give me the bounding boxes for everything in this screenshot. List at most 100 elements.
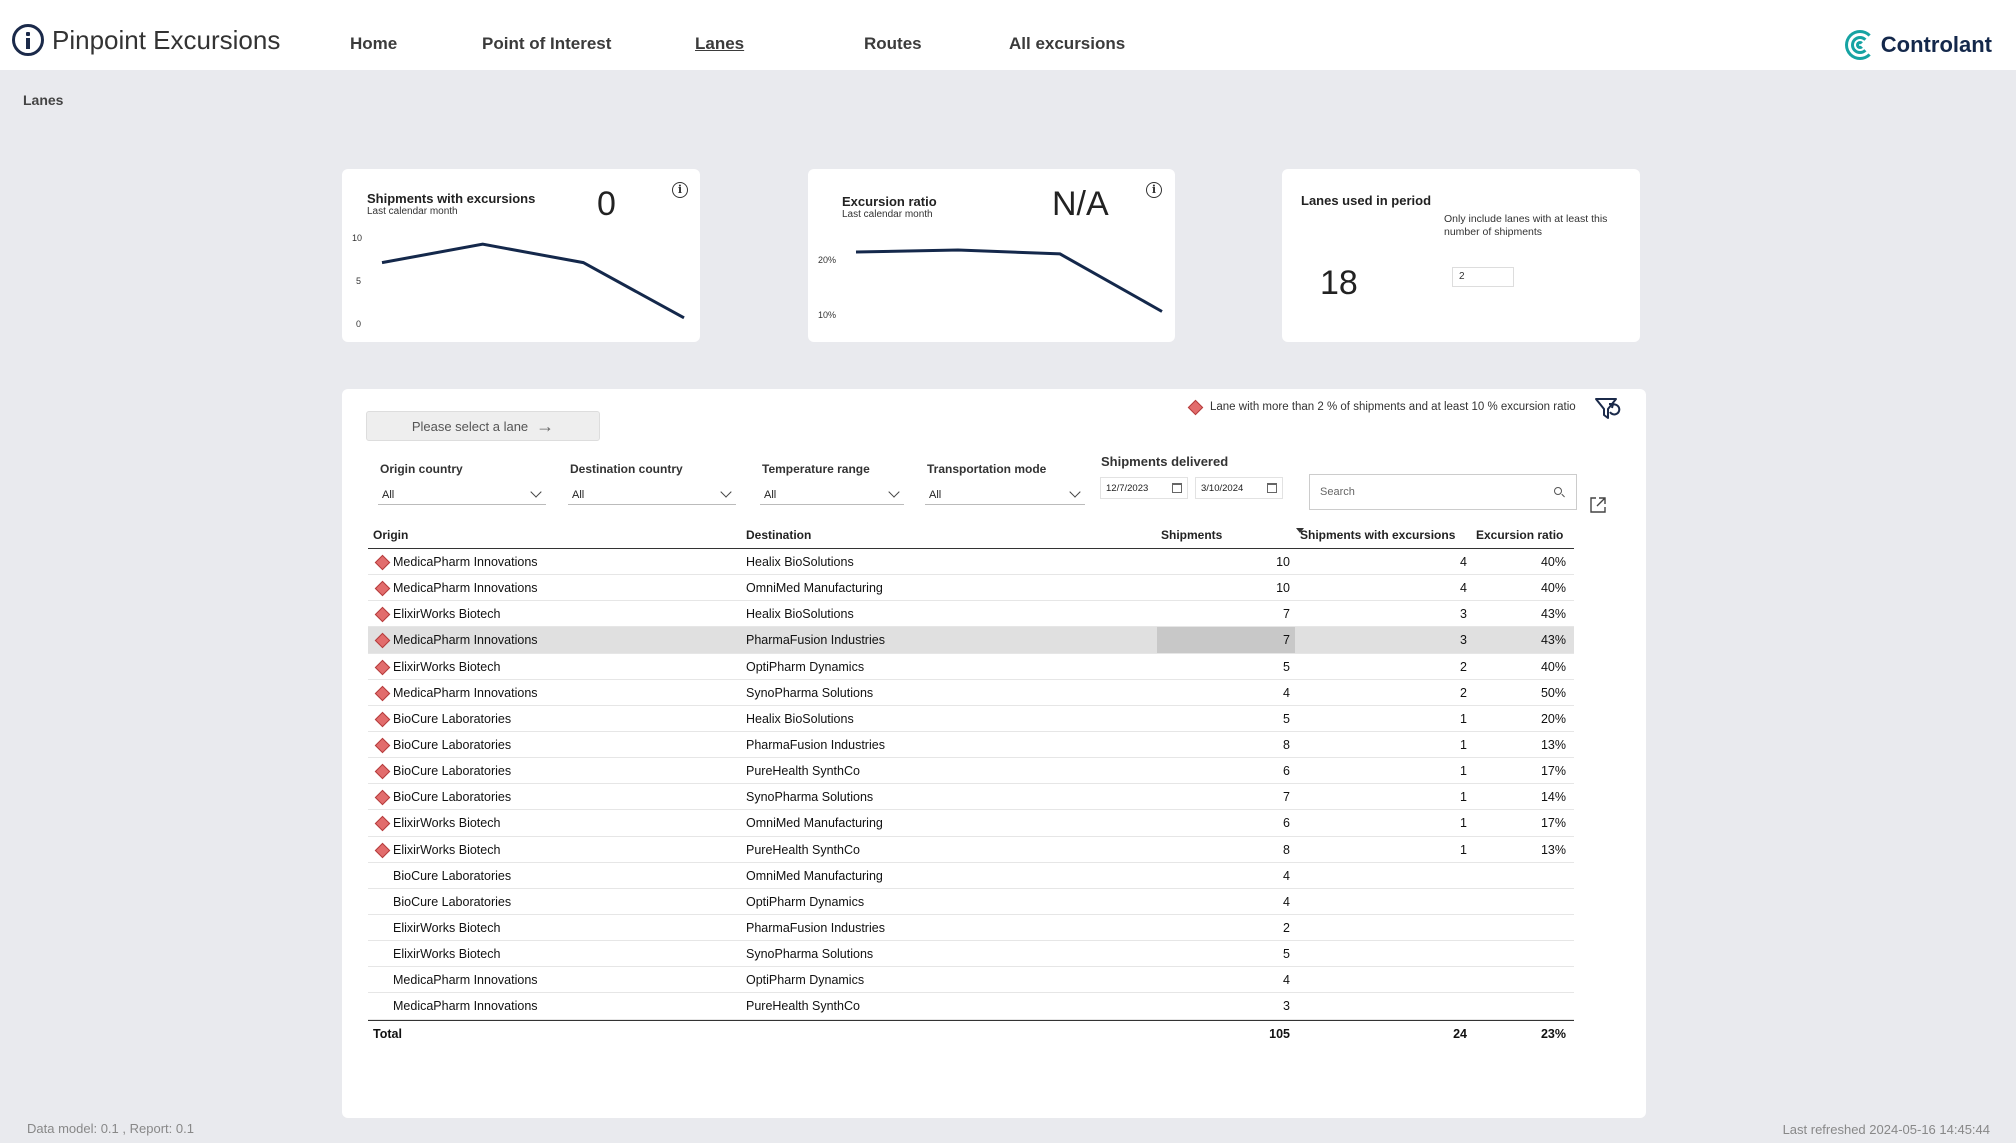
table-row[interactable]: MedicaPharm Innovations PharmaFusion Indu… — [368, 627, 1574, 654]
total-label: Total — [373, 1026, 402, 1041]
cell-with-excursions: 2 — [1460, 659, 1467, 674]
clear-filter-icon[interactable] — [1594, 396, 1622, 422]
nav-point-of-interest[interactable]: Point of Interest — [482, 34, 612, 53]
table-row[interactable]: MedicaPharm Innovations PureHealth SynthC… — [368, 993, 1574, 1020]
card-lanes-used: Lanes used in period 18 Only include lan… — [1282, 169, 1640, 342]
table-body: MedicaPharm Innovations Healix BioSolutio… — [368, 549, 1574, 1020]
table-total-row: Total 105 24 23% — [368, 1019, 1574, 1046]
cell-origin: BioCure Laboratories — [393, 711, 512, 726]
cell-destination: PureHealth SynthCo — [746, 999, 860, 1014]
expand-icon[interactable] — [1588, 495, 1608, 515]
info-icon[interactable]: i — [1146, 182, 1162, 198]
diamond-flag-icon — [374, 554, 391, 571]
cell-shipments: 4 — [1283, 868, 1290, 883]
card-shipments-with-excursions: Shipments with excursions Last calendar … — [342, 169, 700, 342]
cell-destination: SynoPharma Solutions — [746, 947, 874, 962]
nav-lanes[interactable]: Lanes — [695, 34, 745, 53]
header-shipments-with-excursions[interactable]: Shipments with excursions — [1300, 528, 1456, 542]
cell-with-excursions: 1 — [1460, 711, 1467, 726]
date-to-value: 3/10/2024 — [1201, 483, 1244, 494]
table-row[interactable]: MedicaPharm Innovations SynoPharma Soluti… — [368, 680, 1574, 706]
cell-destination: OptiPharm Dynamics — [746, 973, 865, 988]
header-origin[interactable]: Origin — [373, 528, 409, 542]
arrow-right-icon: → — [536, 415, 555, 436]
header-excursion-ratio[interactable]: Excursion ratio — [1476, 528, 1564, 542]
table-row[interactable]: BioCure Laboratories PureHealth SynthCo 6 1… — [368, 758, 1574, 785]
table-row[interactable]: BioCure Laboratories PharmaFusion Industr… — [368, 732, 1574, 759]
header-shipments[interactable]: Shipments — [1161, 528, 1223, 542]
lanes-panel: Please select a lane → Lane with more th… — [342, 389, 1646, 1118]
chevron-down-icon — [530, 486, 542, 498]
diamond-flag-icon — [374, 789, 391, 806]
table-row[interactable]: ElixirWorks Biotech OmniMed Manufacturing… — [368, 810, 1574, 837]
cell-destination: Healix BioSolutions — [746, 607, 854, 622]
controlant-logo-icon — [1844, 30, 1875, 60]
threshold-input[interactable]: 2 — [1452, 267, 1514, 287]
date-to-input[interactable]: 3/10/2024 — [1195, 477, 1283, 499]
select-lane-button[interactable]: Please select a lane → — [366, 411, 600, 441]
info-icon[interactable]: i — [672, 182, 688, 198]
y-tick-label: 20% — [818, 255, 837, 265]
table-row[interactable]: MedicaPharm Innovations Healix BioSolutio… — [368, 549, 1574, 576]
date-from-value: 12/7/2023 — [1106, 483, 1149, 494]
search-input[interactable]: Search — [1309, 474, 1577, 510]
origin-country-dropdown[interactable]: All — [378, 483, 546, 505]
total-with-excursions: 24 — [1453, 1026, 1467, 1041]
diamond-flag-icon — [374, 763, 391, 780]
cell-with-excursions: 1 — [1460, 737, 1467, 752]
dropdown-value: All — [929, 489, 942, 501]
date-from-input[interactable]: 12/7/2023 — [1100, 477, 1188, 499]
cell-ratio: 50% — [1540, 685, 1566, 700]
cell-with-excursions: 4 — [1460, 555, 1467, 569]
cell-destination: PharmaFusion Industries — [746, 920, 885, 935]
table-row[interactable]: ElixirWorks Biotech OptiPharm Dynamics 5 2 4… — [368, 654, 1574, 680]
card-title: Lanes used in period — [1301, 193, 1432, 208]
destination-country-label: Destination country — [570, 462, 683, 476]
cell-destination: SynoPharma Solutions — [746, 790, 874, 805]
cell-shipments: 5 — [1283, 947, 1290, 962]
cell-shipments: 4 — [1283, 894, 1290, 909]
cell-shipments: 7 — [1283, 633, 1290, 648]
table-row[interactable]: BioCure Laboratories OptiPharm Dynamics 4 — [368, 889, 1574, 915]
brand[interactable]: Pinpoint Excursions — [12, 22, 280, 58]
table-row[interactable]: MedicaPharm Innovations OptiPharm Dynamic… — [368, 967, 1574, 994]
diamond-flag-icon — [374, 633, 391, 649]
y-tick-label: 10 — [352, 233, 363, 243]
nav-home[interactable]: Home — [350, 34, 398, 53]
cell-ratio: 17% — [1540, 764, 1566, 779]
header-destination[interactable]: Destination — [746, 528, 812, 542]
nav-all-excursions[interactable]: All excursions — [1009, 34, 1126, 53]
cell-ratio: 43% — [1540, 607, 1566, 622]
shipments-delivered-label: Shipments delivered — [1101, 454, 1229, 469]
table-row[interactable]: MedicaPharm Innovations OmniMed Manufactu… — [368, 575, 1574, 602]
cell-with-excursions: 4 — [1460, 581, 1467, 596]
cell-origin: MedicaPharm Innovations — [393, 555, 538, 569]
table-row[interactable]: ElixirWorks Biotech PharmaFusion Industri… — [368, 915, 1574, 942]
table-row[interactable]: BioCure Laboratories Healix BioSolutions 5… — [368, 706, 1574, 732]
cell-shipments: 4 — [1283, 973, 1290, 988]
table-row[interactable]: BioCure Laboratories OmniMed Manufacturin… — [368, 863, 1574, 889]
threshold-label: Only include lanes with at least this nu… — [1444, 213, 1608, 238]
nav-routes[interactable]: Routes — [864, 34, 922, 53]
cell-shipments: 2 — [1283, 920, 1290, 935]
legend: Lane with more than 2 % of shipments and… — [1187, 399, 1576, 415]
app-title: Pinpoint Excursions — [52, 24, 281, 55]
legend-text: Lane with more than 2 % of shipments and… — [1210, 401, 1576, 413]
diamond-flag-icon — [374, 842, 391, 858]
temperature-range-dropdown[interactable]: All — [760, 483, 904, 505]
transportation-mode-dropdown[interactable]: All — [925, 483, 1085, 505]
diamond-flag-icon — [374, 580, 391, 597]
cell-shipments: 7 — [1283, 607, 1290, 622]
table-row[interactable]: ElixirWorks Biotech SynoPharma Solutions 5 — [368, 941, 1574, 968]
sparkline-chart — [381, 242, 685, 320]
cell-origin: ElixirWorks Biotech — [393, 816, 501, 831]
table-row[interactable]: ElixirWorks Biotech Healix BioSolutions 7 3… — [368, 601, 1574, 628]
info-logo-icon — [12, 24, 44, 56]
destination-country-dropdown[interactable]: All — [568, 483, 736, 505]
search-icon — [1554, 487, 1562, 495]
table-row[interactable]: ElixirWorks Biotech PureHealth SynthCo 8 1 1… — [368, 837, 1574, 863]
table-row[interactable]: BioCure Laboratories SynoPharma Solutions… — [368, 784, 1574, 811]
cell-destination: OmniMed Manufacturing — [746, 868, 883, 883]
cell-origin: BioCure Laboratories — [393, 737, 512, 752]
sort-desc-icon — [1296, 528, 1304, 533]
